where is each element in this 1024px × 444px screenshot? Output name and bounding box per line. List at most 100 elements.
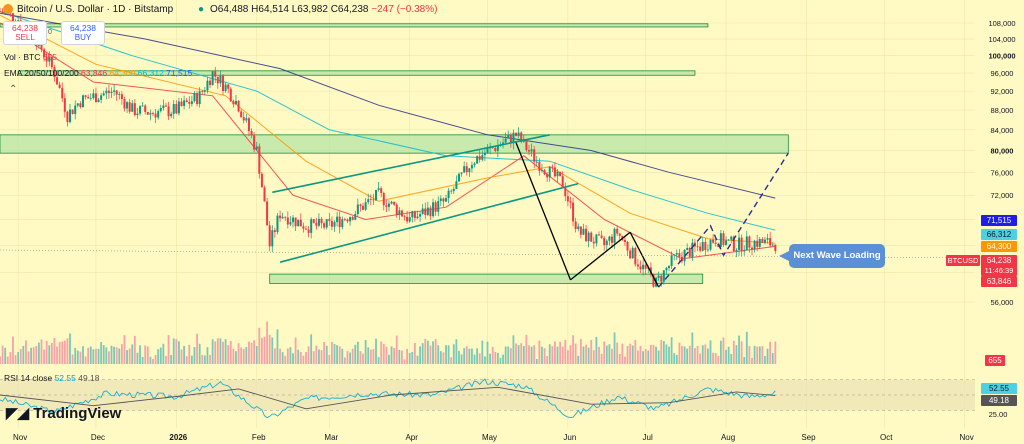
candle-body	[113, 90, 116, 92]
buy-button[interactable]: 64,238 BUY	[61, 21, 105, 45]
chevron-up-icon[interactable]: ⌃	[9, 84, 18, 95]
candle-body	[569, 201, 572, 203]
candle-body	[416, 216, 419, 219]
volume-bar	[255, 345, 258, 364]
candle-body	[442, 198, 445, 202]
candle-body	[271, 230, 274, 247]
sell-button[interactable]: 64,238 SELL	[3, 21, 47, 45]
volume-bar	[665, 344, 668, 364]
ema-legend[interactable]: EMA 20/50/100/200 63,846 64,300 66,312 7…	[4, 68, 192, 78]
candle-body	[170, 113, 173, 117]
volume-bar	[727, 346, 730, 364]
candle-body	[413, 211, 416, 219]
volume-bar	[683, 346, 686, 364]
candle-body	[419, 214, 422, 217]
volume-legend[interactable]: Vol · BTC 655	[4, 52, 57, 62]
volume-bar	[429, 345, 432, 364]
candle-body	[437, 201, 440, 212]
candle-body	[559, 171, 562, 177]
candle-body	[128, 102, 131, 112]
volume-bar	[40, 339, 43, 364]
volume-bar	[343, 357, 346, 364]
volume-bar	[398, 349, 401, 364]
candle-body	[374, 189, 377, 201]
volume-bar	[738, 335, 740, 364]
candle-body	[390, 201, 393, 204]
volume-bar	[198, 343, 201, 364]
volume-bar	[631, 345, 634, 364]
candle-body	[434, 202, 437, 212]
rsi-legend[interactable]: RSI 14 close 52.55 49.18	[4, 373, 100, 383]
candle-body	[382, 192, 385, 206]
ema20-legend-value: 63,846	[81, 68, 108, 78]
candle-body	[172, 104, 175, 114]
ohlc-readout: O64,488 H64,514 L63,982 C64,238 −247 (−0…	[210, 4, 437, 15]
candle-body	[774, 244, 777, 251]
candle-body	[97, 99, 100, 103]
volume-bar	[569, 345, 572, 364]
candle-body	[211, 71, 214, 85]
volume-bar	[380, 341, 383, 364]
volume-bar	[421, 343, 424, 364]
price-tick-label: 76,000	[991, 168, 1014, 177]
candle-body	[525, 138, 528, 151]
price-zone	[0, 23, 709, 28]
volume-bar	[572, 335, 574, 364]
candle-body	[636, 264, 639, 267]
candle-body	[398, 210, 401, 215]
volume-bar	[229, 341, 232, 364]
symbol-title[interactable]: Bitcoin / U.S. Dollar · 1D · Bitstamp	[17, 4, 174, 15]
ema-line	[0, 10, 776, 231]
open-value: O64,488	[210, 4, 249, 15]
candle-body	[362, 205, 365, 210]
volume-bar	[489, 353, 491, 364]
volume-bar	[100, 342, 103, 364]
next-wave-callout[interactable]: Next Wave Loading	[779, 244, 885, 268]
candle-body	[336, 216, 339, 223]
tradingview-logo[interactable]: ◤◢ TradingView	[6, 404, 121, 422]
volume-bar	[753, 345, 756, 364]
candle-body	[359, 204, 362, 206]
candle-body	[587, 232, 590, 242]
candle-body	[164, 105, 167, 107]
candle-body	[709, 239, 712, 250]
volume-bar	[284, 355, 287, 364]
candle-body	[299, 219, 302, 227]
volume-bar	[649, 344, 652, 364]
volume-bar	[626, 346, 629, 364]
candle-body	[92, 93, 95, 99]
symbol-badge: BTCUSD	[946, 255, 980, 266]
candle-body	[478, 156, 481, 160]
candle-body	[727, 239, 730, 241]
volume-bar	[517, 345, 520, 364]
last-price-badge: 64,238	[981, 255, 1017, 266]
candle-body	[701, 241, 704, 251]
volume-bar	[592, 350, 595, 364]
candle-body	[719, 233, 722, 247]
channel-line	[272, 134, 550, 194]
volume-bar	[276, 329, 279, 364]
candle-body	[120, 94, 123, 100]
candle-body	[377, 188, 380, 190]
candle-body	[250, 131, 253, 136]
volume-bar	[743, 357, 746, 364]
candle-body	[426, 207, 429, 215]
candle-body	[590, 232, 593, 242]
volume-bar	[450, 357, 453, 364]
candle-body	[743, 250, 746, 252]
volume-bar	[652, 344, 655, 364]
volume-bar	[600, 353, 603, 364]
time-tick-label: Dec	[91, 433, 105, 442]
candle-body	[198, 91, 201, 105]
volume-bar	[629, 343, 632, 364]
buy-label: BUY	[74, 33, 92, 42]
volume-bar	[748, 346, 751, 364]
volume-bar	[548, 344, 551, 364]
market-status-dot-icon: ●	[198, 4, 205, 15]
candle-body	[286, 217, 289, 225]
volume-bar	[621, 343, 624, 364]
candle-body	[126, 102, 129, 109]
candle-body	[424, 208, 427, 215]
candle-body	[61, 87, 64, 99]
